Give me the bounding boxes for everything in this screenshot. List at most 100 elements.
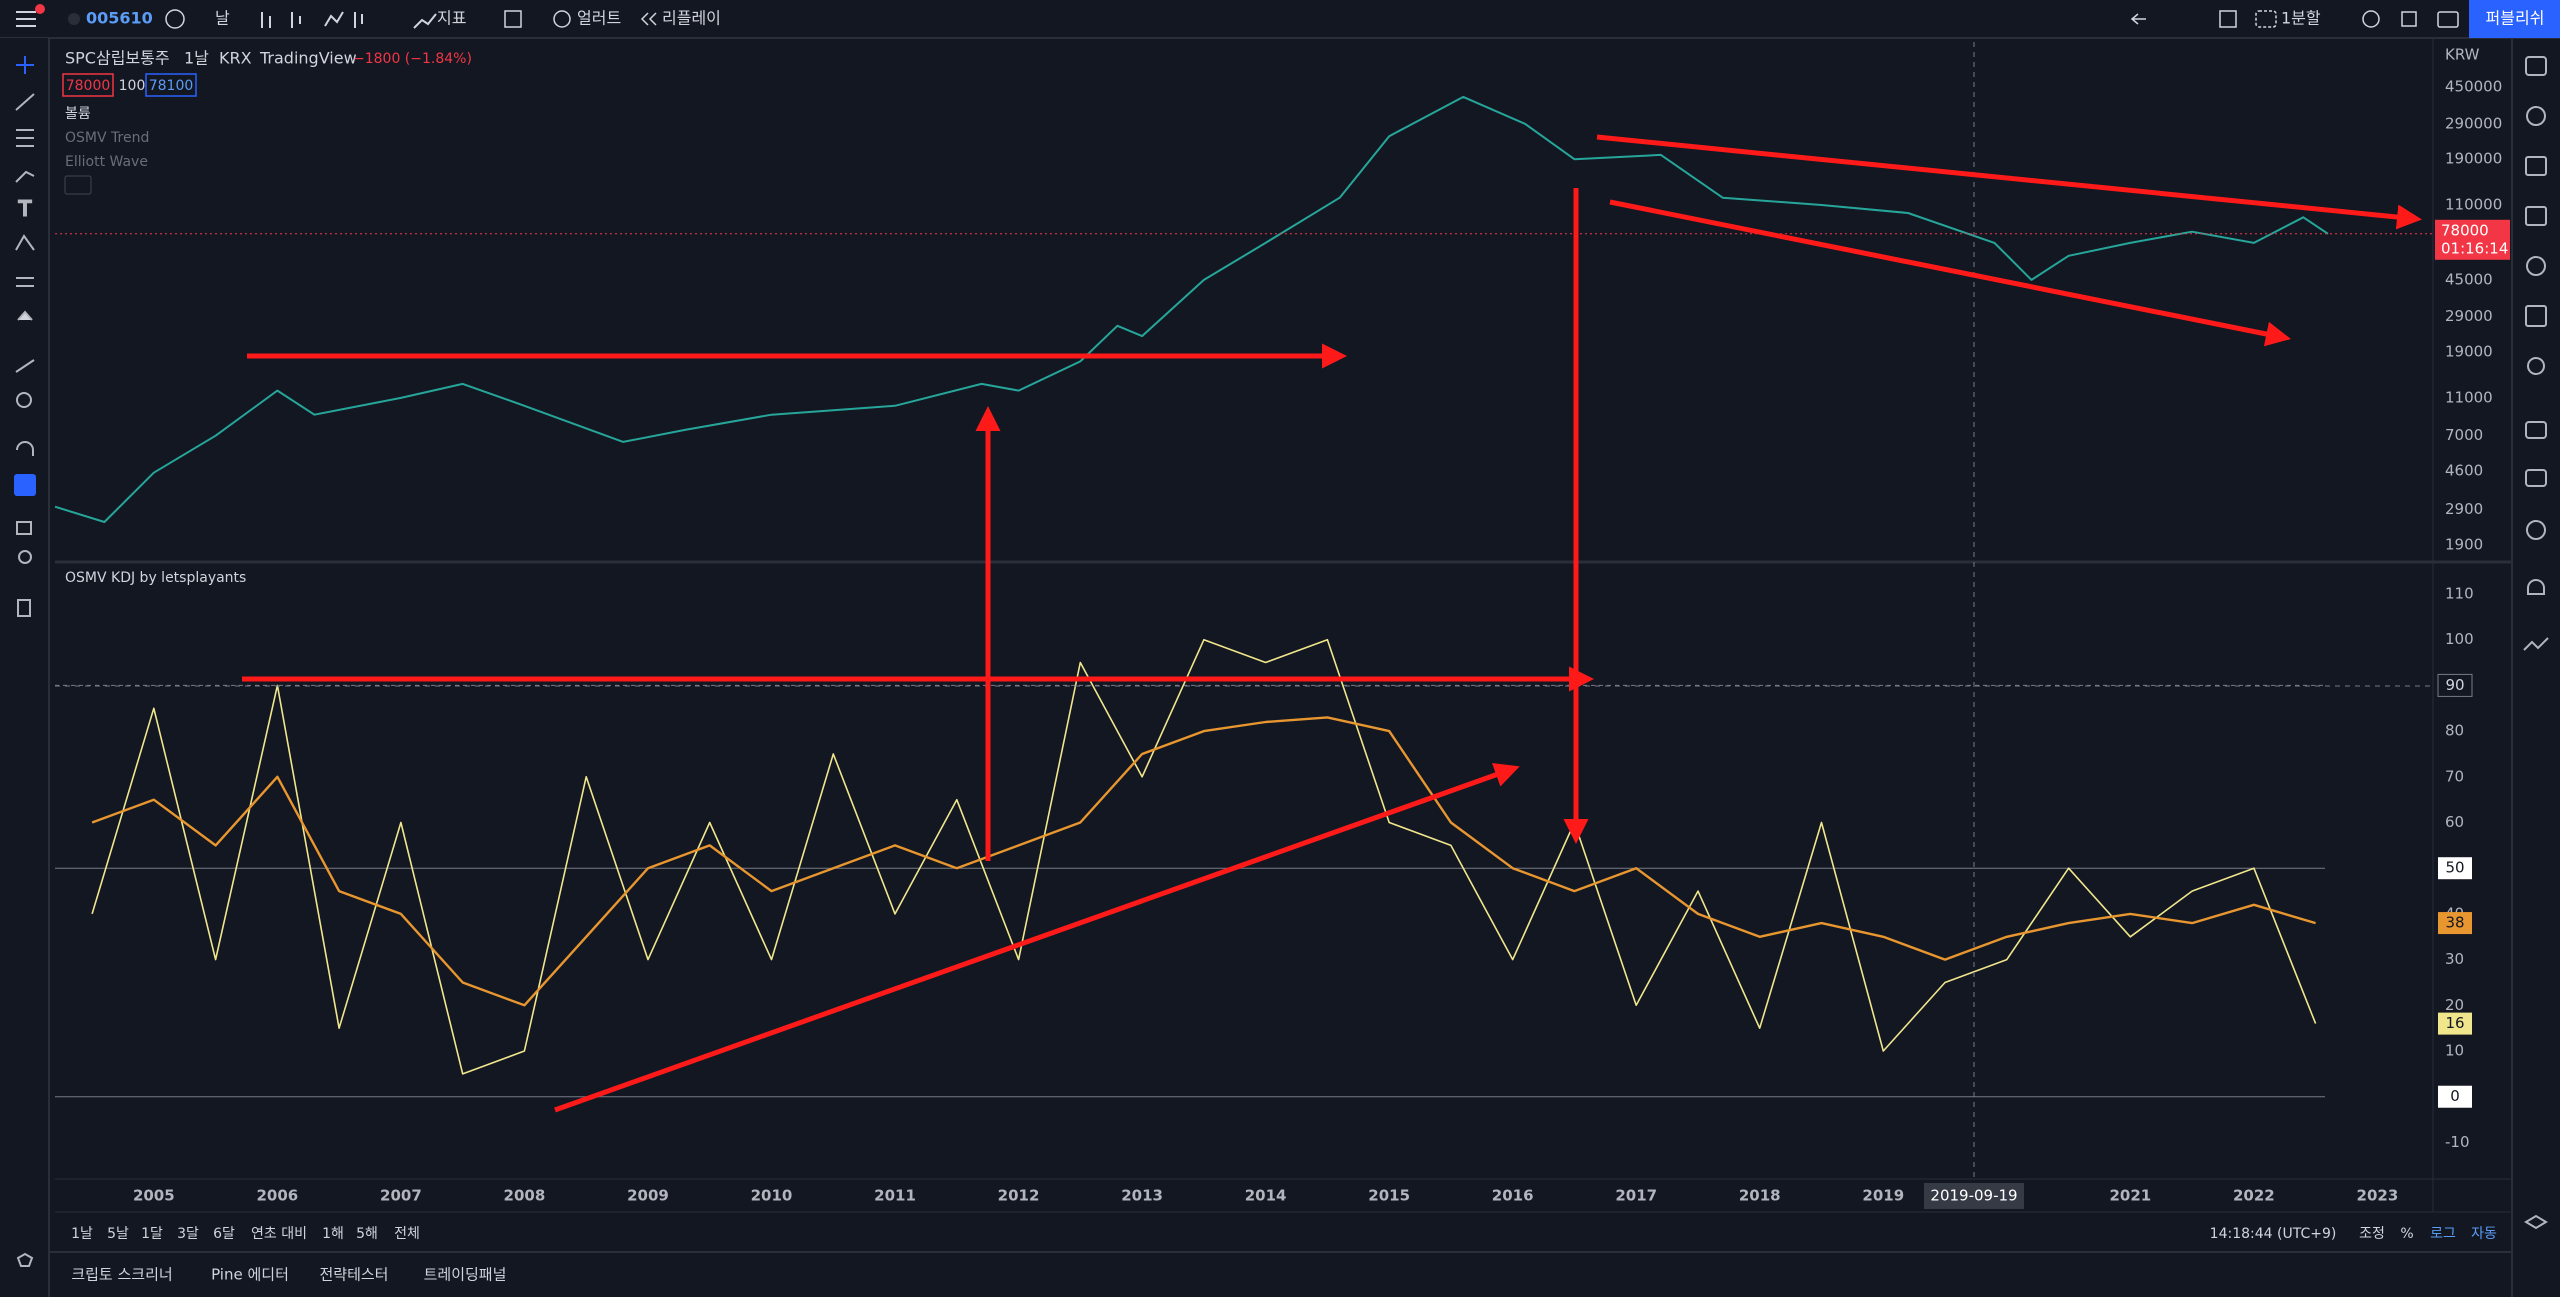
range-button[interactable]: 1날 (71, 1226, 93, 1242)
axis-value-box (2437, 673, 2473, 697)
y-tick-label: 10 (2445, 1042, 2464, 1060)
last-price-box (2435, 219, 2510, 260)
panel-tab[interactable]: 트레이딩패널 (424, 1266, 507, 1284)
study-label: OSMV Trend (65, 130, 149, 146)
range-button[interactable]: 5해 (356, 1226, 378, 1242)
x-tick-label: 2007 (380, 1187, 422, 1205)
x-tick-label: 2022 (2233, 1187, 2275, 1205)
series-line (91, 638, 2317, 1075)
percent-toggle[interactable]: % (2400, 1226, 2413, 1242)
x-tick-label: 2014 (1245, 1187, 1287, 1205)
y-tick-label: 29000 (2445, 307, 2493, 325)
adjust-toggle[interactable]: 조정 (2359, 1226, 2385, 1242)
range-button[interactable]: 전체 (394, 1226, 420, 1242)
indicators-button[interactable]: 지표 (437, 9, 466, 28)
y-tick-label: 70 (2445, 767, 2464, 785)
panel-tabs: 크립토 스크리너 Pine 에디터 전략테스터 트레이딩패널 (71, 1266, 506, 1284)
y-tick-label: 110000 (2445, 195, 2502, 213)
x-tick-label: 2015 (1368, 1187, 1410, 1205)
y-tick-label: 100 (2445, 630, 2474, 648)
x-tick-label: 2005 (133, 1187, 175, 1205)
legend-change: −1800 (−1.84%) (353, 51, 472, 67)
legend-source: TradingView (259, 49, 357, 68)
panel-tab[interactable]: 크립토 스크리너 (71, 1266, 172, 1284)
y-tick-label: 110 (2445, 584, 2474, 602)
y-tick-label: 4600 (2445, 461, 2483, 479)
y-tick-label: 290000 (2445, 114, 2502, 132)
drawing-tools: T (14, 56, 36, 1267)
crosshair-date: 2019-09-19 (1930, 1187, 2017, 1205)
auto-toggle[interactable]: 자동 (2471, 1226, 2497, 1242)
ask-price: 78100 (149, 78, 194, 94)
range-button[interactable]: 3달 (177, 1226, 199, 1242)
replay-button[interactable]: 리플레이 (662, 9, 721, 28)
axis-value-label: 50 (2445, 859, 2464, 877)
x-tick-label: 2017 (1615, 1187, 1657, 1205)
top-toolbar (0, 0, 2560, 38)
x-tick-label: 2010 (751, 1187, 793, 1205)
y-tick-label: 1900 (2445, 535, 2483, 553)
x-tick-label: 2012 (998, 1187, 1040, 1205)
y-tick-label: 45000 (2445, 270, 2493, 288)
y-tick-label: 20 (2445, 996, 2464, 1014)
currency[interactable]: KRW (2445, 46, 2480, 64)
range-button[interactable]: 1해 (322, 1226, 344, 1242)
range-button[interactable]: 연초 대비 (251, 1226, 307, 1242)
y-tick-label: 19000 (2445, 343, 2493, 361)
alert-button[interactable]: 얼러트 (577, 9, 621, 28)
axis-value-label: 0 (2450, 1087, 2460, 1105)
legend-interval: 1날 (184, 49, 209, 68)
last-price-label: 78000 (2441, 221, 2489, 239)
publish-label[interactable]: 퍼블리쉬 (2486, 9, 2545, 28)
y-tick-label: 2900 (2445, 500, 2483, 518)
left-toolbar (0, 38, 49, 1297)
range-button[interactable]: 6달 (213, 1226, 235, 1242)
x-tick-label: 2008 (504, 1187, 546, 1205)
legend-exchange: KRX (219, 49, 252, 68)
x-tick-label: 2018 (1739, 1187, 1781, 1205)
y-tick-label: 7000 (2445, 426, 2483, 444)
y-tick-label: -10 (2445, 1133, 2470, 1151)
y-tick-label: 30 (2445, 950, 2464, 968)
x-tick-label: 2006 (256, 1187, 298, 1205)
x-tick-label: 2021 (2109, 1187, 2151, 1205)
right-sidebar (2523, 56, 2549, 1230)
panel-tab[interactable]: Pine 에디터 (211, 1266, 289, 1284)
axis-value-box (2438, 1085, 2472, 1108)
interval-button[interactable]: 날 (215, 9, 230, 28)
log-toggle[interactable]: 로그 (2430, 1226, 2456, 1242)
clock: 14:18:44 (UTC+9) (2210, 1226, 2337, 1242)
last-value-label: 38 (2445, 914, 2464, 932)
series-line (54, 95, 2329, 523)
countdown-label: 01:16:14 (2441, 239, 2508, 257)
axis-value-label: 90 (2445, 676, 2464, 694)
y-tick-label: 11000 (2445, 388, 2493, 406)
symbol[interactable]: 005610 (86, 9, 153, 28)
oscillator-title: OSMV KDJ by letsplayants (65, 570, 246, 586)
range-button[interactable]: 1달 (141, 1226, 163, 1242)
add-symbol[interactable] (165, 9, 185, 29)
x-tick-label: 2009 (627, 1187, 669, 1205)
annotations (242, 134, 2422, 1113)
last-value-box (2438, 912, 2472, 935)
x-tick-label: 2011 (874, 1187, 916, 1205)
y-tick-label: 450000 (2445, 77, 2502, 95)
plots: 4500002900001900001100004500029000190001… (54, 77, 2510, 1205)
last-value-box (2438, 1012, 2472, 1035)
menu-icon[interactable] (16, 4, 45, 27)
publish-button[interactable] (2469, 0, 2560, 38)
last-value-label: 16 (2445, 1014, 2464, 1032)
spread: 100 (119, 78, 146, 94)
x-tick-label: 2016 (1492, 1187, 1534, 1205)
bid-price: 78000 (66, 78, 111, 94)
y-tick-label: 190000 (2445, 150, 2502, 168)
layout-button[interactable]: 1분할 (2281, 9, 2321, 28)
x-tick-label: 2013 (1121, 1187, 1163, 1205)
panel-tab[interactable]: 전략테스터 (319, 1266, 388, 1284)
y-tick-label: 80 (2445, 722, 2464, 740)
axis-value-box (2438, 857, 2472, 880)
range-button[interactable]: 5날 (107, 1226, 129, 1242)
symbol-name: SPC삼립보통주 (65, 49, 170, 68)
